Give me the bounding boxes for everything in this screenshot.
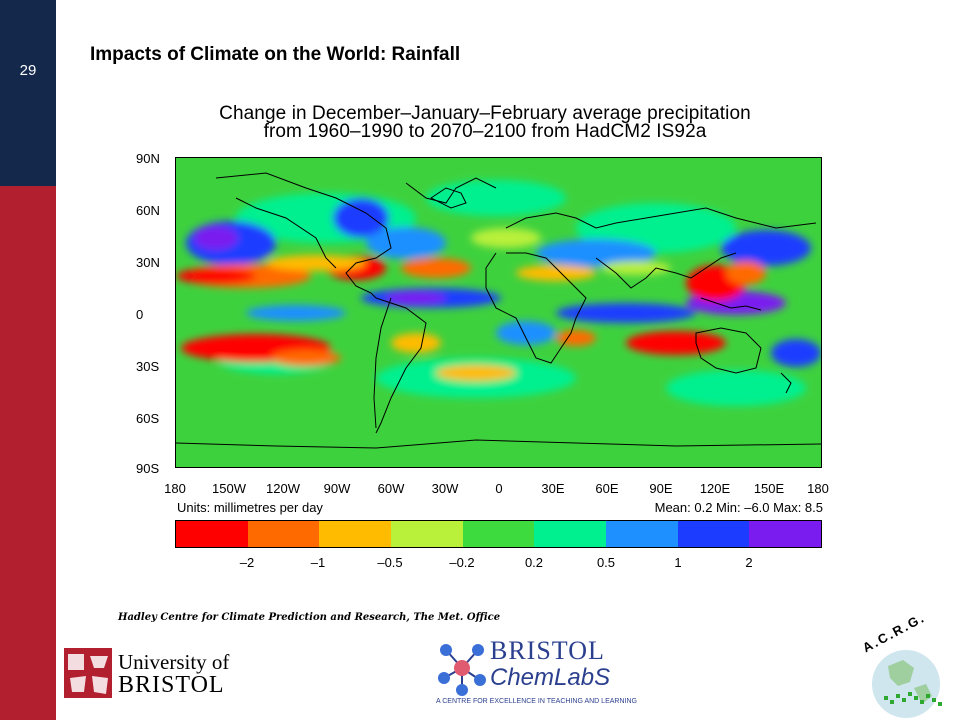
lon-label: 30E	[541, 481, 565, 496]
bristol-crest-icon	[64, 648, 112, 698]
slide-number: 29	[19, 62, 37, 79]
map-title-line2: from 1960–1990 to 2070–2100 from HadCM2 …	[263, 121, 707, 142]
precipitation-map	[175, 157, 822, 468]
colorbar-tick: –0.2	[449, 555, 475, 570]
slide-sidebar-bottom	[0, 186, 56, 720]
lat-label: 60N	[136, 203, 160, 218]
bristol-chemlabs-logo: BRISTOL ChemLabS A CENTRE FOR EXCELLENCE…	[436, 636, 656, 714]
lon-label: 90E	[649, 481, 673, 496]
lat-label: 90N	[136, 151, 160, 166]
colorbar-tick: 2	[745, 555, 753, 570]
lon-label: 60E	[595, 481, 619, 496]
lat-label: 90S	[136, 461, 160, 476]
colorbar-swatch	[247, 521, 320, 547]
colorbar-swatch	[606, 521, 678, 547]
colorbar-tick: –1	[310, 555, 326, 570]
acrg-logo: A.C.R.G.	[848, 610, 954, 720]
source-credit: Hadley Centre for Climate Prediction and…	[118, 612, 501, 623]
uob-line1: University of	[118, 650, 230, 674]
uob-line2: BRISTOL	[118, 672, 225, 698]
precipitation-map-graphic	[176, 158, 821, 467]
colorbar-tick: –2	[239, 555, 255, 570]
chemlabs-tagline: A CENTRE FOR EXCELLENCE IN TEACHING AND …	[436, 698, 637, 705]
chemlabs-line2: ChemLabS	[490, 664, 611, 691]
colorbar-tick: 0.2	[524, 555, 544, 570]
lon-label: 60W	[377, 481, 405, 496]
colorbar-tick: 0.5	[596, 555, 616, 570]
stats-label: Mean: 0.2 Min: –6.0 Max: 8.5	[654, 500, 823, 515]
map-title-line1: Change in December–January–February aver…	[219, 103, 751, 124]
colorbar-swatch	[319, 521, 392, 547]
lon-label: 120E	[699, 481, 731, 496]
colorbar-tick: –0.5	[377, 555, 403, 570]
colorbar-swatch	[391, 521, 463, 547]
colorbar-swatch	[749, 521, 822, 547]
colorbar-swatch	[534, 521, 607, 547]
globe-icon	[872, 650, 942, 718]
molecule-icon	[438, 644, 486, 696]
lon-label: 150W	[212, 481, 246, 496]
lon-label: 30W	[431, 481, 459, 496]
colorbar-swatch	[176, 521, 248, 547]
chemlabs-line1: BRISTOL	[490, 636, 605, 665]
units-label: Units: millimetres per day	[177, 500, 323, 515]
slide-title: Impacts of Climate on the World: Rainfal…	[90, 44, 461, 65]
university-of-bristol-logo: University of BRISTOL	[64, 646, 244, 700]
colorbar-tick: 1	[674, 555, 682, 570]
colorbar-swatch	[462, 521, 535, 547]
precipitation-figure: Change in December–January–February aver…	[130, 95, 840, 590]
colorbar	[175, 520, 822, 548]
colorbar-swatch	[677, 521, 750, 547]
lon-label: 180	[164, 481, 186, 496]
lon-label: 0	[495, 481, 503, 496]
slide-sidebar-top	[0, 0, 56, 186]
lon-label: 90W	[323, 481, 351, 496]
lon-label: 150E	[753, 481, 785, 496]
lon-label: 180	[807, 481, 829, 496]
lat-label: 0	[136, 307, 144, 322]
lon-label: 120W	[266, 481, 300, 496]
lat-label: 60S	[136, 411, 160, 426]
lat-label: 30S	[136, 359, 160, 374]
lat-label: 30N	[136, 255, 160, 270]
